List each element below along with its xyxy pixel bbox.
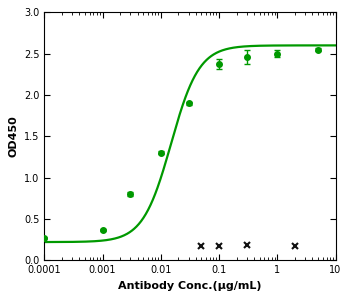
Y-axis label: OD450: OD450 [8,115,18,157]
X-axis label: Antibody Conc.(µg/mL): Antibody Conc.(µg/mL) [118,281,262,291]
